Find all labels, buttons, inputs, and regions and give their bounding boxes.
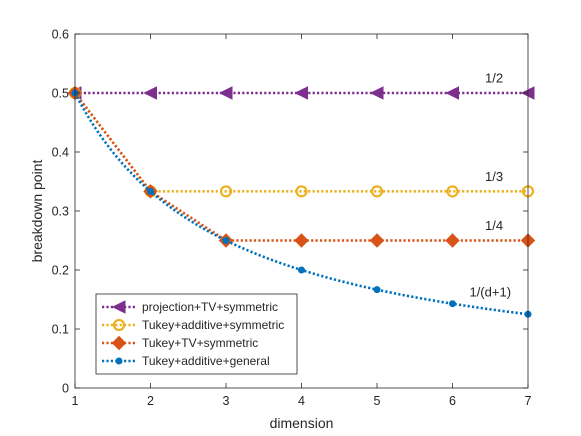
annotation-label: 1/3 bbox=[485, 169, 503, 184]
y-tick-label: 0.6 bbox=[52, 28, 69, 42]
legend-swatch-marker bbox=[115, 357, 123, 365]
x-tick-label: 3 bbox=[223, 394, 230, 408]
x-tick-label: 2 bbox=[147, 394, 154, 408]
y-axis-label: breakdown point bbox=[29, 160, 45, 263]
legend-swatch-marker bbox=[112, 318, 126, 332]
series-1-point bbox=[218, 86, 233, 100]
x-tick-label: 7 bbox=[525, 394, 532, 408]
series-2-point bbox=[295, 185, 308, 198]
series-4-point bbox=[147, 187, 154, 195]
legend-swatch-marker bbox=[111, 335, 127, 351]
x-tick-label: 5 bbox=[374, 394, 381, 408]
series-3-point bbox=[369, 233, 385, 248]
series-4-point bbox=[298, 266, 305, 274]
y-tick-label: 0.4 bbox=[52, 146, 69, 160]
series-2-point bbox=[446, 185, 459, 198]
y-tick-label: 0.2 bbox=[52, 264, 69, 278]
legend: projection+TV+symmetric Tukey+additive+sy… bbox=[95, 293, 298, 375]
series-4-point bbox=[222, 237, 230, 244]
series-1-point bbox=[143, 86, 157, 100]
y-tick-label: 0.5 bbox=[52, 87, 69, 101]
series-4-point bbox=[449, 300, 456, 308]
y-tick-label: 0 bbox=[62, 382, 69, 396]
chart-marks: 1/2 1/3 1/4 1/(d+1) bbox=[67, 70, 536, 318]
series-3-point bbox=[294, 233, 309, 248]
axes: 1 2 3 4 5 6 7 0 0.1 0.2 0.3 0.4 0.5 0.6 dimension break… bbox=[29, 28, 532, 432]
annotation-label: 1/2 bbox=[485, 70, 503, 85]
x-axis-label: dimension bbox=[270, 415, 334, 431]
x-tick-label: 1 bbox=[72, 394, 79, 408]
series-1-point bbox=[294, 86, 308, 100]
x-tick-label: 4 bbox=[298, 394, 305, 408]
series-1-point bbox=[369, 86, 384, 100]
x-tick-label: 6 bbox=[449, 394, 456, 408]
y-tick-label: 0.3 bbox=[52, 205, 69, 219]
series-2-point bbox=[219, 185, 233, 198]
series-4-point bbox=[373, 286, 381, 294]
series-1-point bbox=[445, 86, 459, 100]
y-tick-label: 0.1 bbox=[52, 323, 69, 337]
annotation-label: 1/4 bbox=[485, 218, 503, 233]
series-2-point bbox=[370, 185, 384, 198]
legend-entry-label: Tukey+TV+symmetric bbox=[142, 336, 258, 350]
legend-entry-label: Tukey+additive+general bbox=[142, 354, 270, 368]
legend-entry-label: projection+TV+symmetric bbox=[142, 300, 278, 314]
annotation-label: 1/(d+1) bbox=[469, 284, 511, 299]
legend-entry-label: Tukey+additive+symmetric bbox=[142, 318, 284, 332]
series-3-point bbox=[445, 233, 460, 248]
legend-swatch-marker bbox=[111, 300, 126, 314]
